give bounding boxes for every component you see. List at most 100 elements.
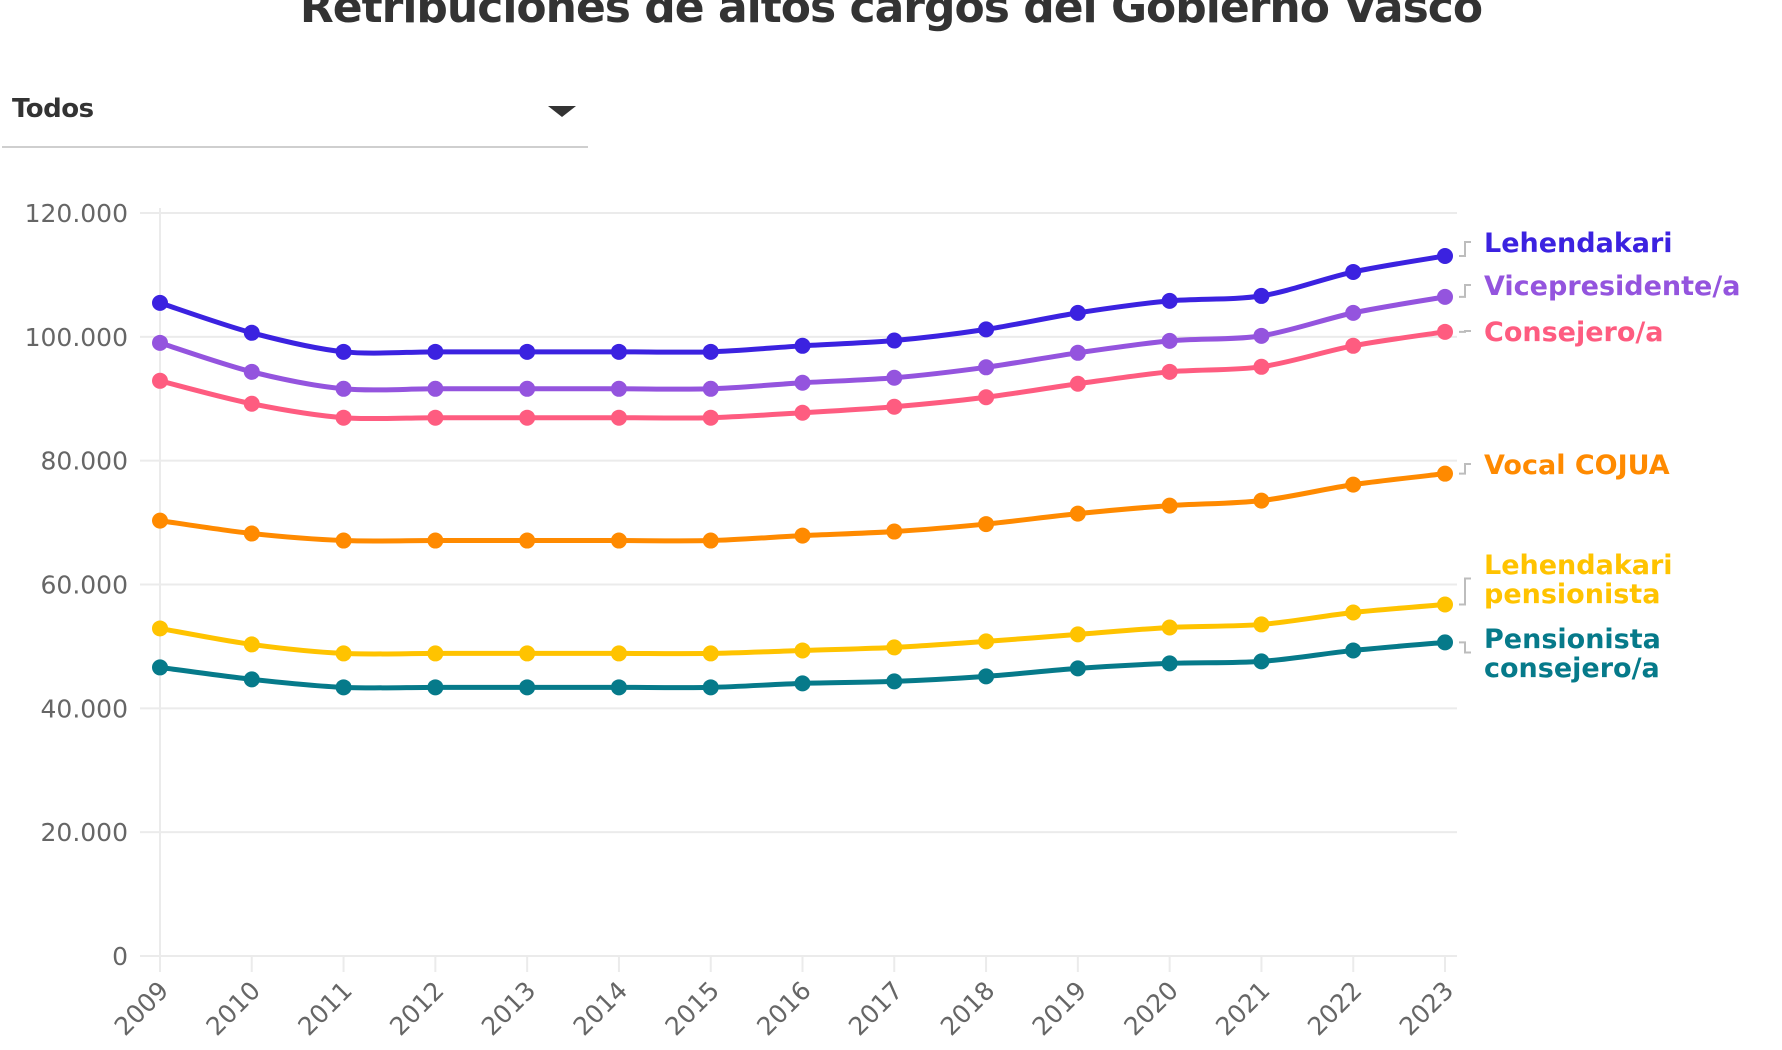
data-point <box>243 363 260 380</box>
data-point <box>886 523 903 540</box>
data-point <box>1253 327 1270 344</box>
data-point <box>1161 619 1178 636</box>
data-point <box>794 675 811 692</box>
data-point <box>610 532 627 549</box>
chart-title: Retribuciones de altos cargos del Gobier… <box>299 0 1483 33</box>
y-tick-label: 120.000 <box>25 199 128 228</box>
data-point <box>1253 616 1270 633</box>
x-tick-label: 2020 <box>1118 976 1183 1041</box>
data-point <box>794 404 811 421</box>
data-point <box>1345 337 1362 354</box>
data-point <box>1253 492 1270 509</box>
category-filter-dropdown[interactable]: Todos <box>2 88 588 148</box>
data-point <box>152 372 168 389</box>
x-tick-label: 2012 <box>384 976 449 1041</box>
y-tick-label: 0 <box>112 942 128 971</box>
data-point <box>1069 505 1086 522</box>
data-point <box>427 679 444 696</box>
series-label: Vicepresidente/a <box>1459 271 1740 302</box>
data-point <box>152 294 168 311</box>
data-point <box>335 679 352 696</box>
data-point <box>1069 304 1086 321</box>
data-point <box>243 324 260 341</box>
data-point <box>610 679 627 696</box>
x-tick-label: 2018 <box>935 976 1000 1041</box>
series-label-text: Vicepresidente/a <box>1484 271 1740 302</box>
data-point <box>978 668 995 685</box>
series-label-text: pensionista <box>1484 579 1660 610</box>
series-label-text: Consejero/a <box>1484 317 1663 348</box>
data-point <box>519 532 536 549</box>
data-point <box>1069 344 1086 361</box>
data-point <box>1437 634 1453 651</box>
series-label: Vocal COJUA <box>1459 450 1670 481</box>
series-label-text: Vocal COJUA <box>1484 450 1670 481</box>
data-point <box>794 374 811 391</box>
caret-down-icon[interactable] <box>548 106 576 117</box>
data-point <box>427 409 444 426</box>
x-axis: 2009 2010 2011 2012 2013 2014 2015 2016 2017 2018… <box>109 956 1459 1041</box>
data-point <box>1437 465 1453 482</box>
data-point <box>978 633 995 650</box>
x-tick-label: 2019 <box>1027 976 1092 1041</box>
x-tick-label: 2015 <box>659 976 724 1041</box>
data-point <box>886 398 903 415</box>
x-tick-label: 2016 <box>751 976 816 1041</box>
data-point <box>1069 375 1086 392</box>
y-axis: 0 20.000 40.000 60.000 80.000 100.000 120.000 <box>25 199 128 971</box>
data-point <box>702 679 719 696</box>
data-point <box>610 343 627 360</box>
data-point <box>702 409 719 426</box>
data-point <box>702 532 719 549</box>
label-connector <box>1459 577 1471 606</box>
data-point <box>1161 292 1178 309</box>
data-point <box>1161 363 1178 380</box>
y-tick-label: 40.000 <box>41 694 128 723</box>
y-tick-label: 100.000 <box>25 323 128 352</box>
data-point <box>335 380 352 397</box>
series-label: Lehendakari <box>1459 228 1673 259</box>
series-lehendakari <box>152 247 1453 360</box>
data-point <box>978 321 995 338</box>
data-point <box>519 380 536 397</box>
data-point <box>978 389 995 406</box>
data-point <box>1345 604 1362 621</box>
x-tick-label: 2017 <box>843 976 908 1041</box>
data-point <box>886 369 903 386</box>
series-lines <box>152 247 1453 696</box>
data-point <box>335 409 352 426</box>
series-vicepresidente-a <box>152 288 1453 397</box>
label-connector <box>1459 641 1471 654</box>
data-point <box>427 343 444 360</box>
data-point <box>1069 626 1086 643</box>
series-label-text: Lehendakari <box>1484 550 1673 581</box>
data-point <box>702 343 719 360</box>
x-tick-label: 2022 <box>1302 976 1367 1041</box>
dropdown-selected-value: Todos <box>12 94 94 124</box>
data-point <box>243 395 260 412</box>
data-point <box>794 527 811 544</box>
data-point <box>702 380 719 397</box>
data-point <box>335 645 352 662</box>
data-point <box>978 359 995 376</box>
data-point <box>978 516 995 533</box>
data-point <box>152 659 168 676</box>
data-point <box>610 380 627 397</box>
data-point <box>1069 660 1086 677</box>
grid-lines <box>140 208 1457 972</box>
data-point <box>1345 642 1362 659</box>
data-point <box>702 645 719 662</box>
data-point <box>243 671 260 688</box>
x-tick-label: 2013 <box>476 976 541 1041</box>
data-point <box>335 532 352 549</box>
data-point <box>1437 288 1453 305</box>
data-point <box>1161 332 1178 349</box>
data-point <box>427 532 444 549</box>
series-label-text: Lehendakari <box>1484 228 1673 259</box>
data-point <box>519 679 536 696</box>
series-label-text: Pensionista <box>1484 624 1661 655</box>
data-point <box>1345 263 1362 280</box>
data-point <box>335 343 352 360</box>
